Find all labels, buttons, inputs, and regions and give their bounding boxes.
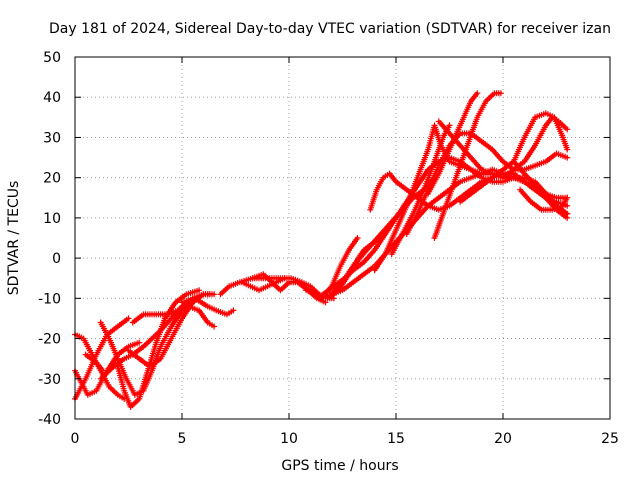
series-arc-04 bbox=[82, 351, 106, 374]
x-tick-label: 5 bbox=[178, 431, 187, 447]
x-axis-label: GPS time / hours bbox=[281, 458, 398, 474]
y-tick-label: 0 bbox=[52, 251, 61, 267]
series-markers bbox=[129, 303, 218, 330]
series-arc-10 bbox=[179, 295, 237, 318]
series-markers bbox=[320, 154, 571, 298]
series-arc-12 bbox=[238, 275, 288, 294]
data-series bbox=[72, 90, 571, 410]
series-markers bbox=[388, 122, 453, 258]
x-tick-label: 0 bbox=[71, 431, 80, 447]
y-axis: -40 -30 -20 -10 0 10 20 30 40 50 bbox=[38, 50, 610, 428]
x-tick-label: 20 bbox=[494, 431, 512, 447]
series-line bbox=[373, 124, 569, 272]
series-markers bbox=[425, 90, 481, 197]
series-arc-14 bbox=[303, 174, 438, 302]
y-tick-label: -20 bbox=[38, 332, 61, 348]
x-tick-label: 25 bbox=[601, 431, 619, 447]
series-arc-24 bbox=[431, 90, 504, 241]
y-tick-label: 40 bbox=[43, 90, 61, 106]
series-markers bbox=[517, 186, 571, 213]
series-arc-26 bbox=[457, 110, 571, 205]
x-tick-label: 10 bbox=[280, 431, 298, 447]
series-markers bbox=[179, 295, 237, 318]
grid bbox=[75, 57, 610, 419]
y-tick-label: 30 bbox=[43, 130, 61, 146]
series-markers bbox=[457, 110, 571, 205]
x-tick-label: 15 bbox=[387, 431, 405, 447]
y-tick-label: 20 bbox=[43, 171, 61, 187]
y-tick-label: -40 bbox=[38, 412, 61, 428]
series-arc-17 bbox=[320, 154, 571, 298]
series-markers bbox=[371, 122, 571, 274]
series-arc-27 bbox=[510, 158, 571, 221]
x-axis: 0 5 10 15 20 25 bbox=[71, 57, 619, 447]
y-tick-label: 50 bbox=[43, 50, 61, 66]
series-markers bbox=[82, 351, 106, 374]
chart-title: Day 181 of 2024, Sidereal Day-to-day VTE… bbox=[49, 21, 611, 37]
y-tick-label: 10 bbox=[43, 211, 61, 227]
y-tick-label: -30 bbox=[38, 372, 61, 388]
series-arc-25 bbox=[435, 114, 571, 181]
series-arc-21 bbox=[388, 122, 453, 258]
series-markers bbox=[303, 174, 438, 302]
y-tick-label: -10 bbox=[38, 291, 61, 307]
plot-frame bbox=[74, 56, 611, 420]
series-arc-20 bbox=[371, 122, 571, 274]
series-arc-23 bbox=[425, 90, 481, 197]
series-arc-28 bbox=[517, 186, 571, 213]
series-arc-09 bbox=[129, 303, 218, 330]
y-axis-label: SDTVAR / TECUs bbox=[6, 181, 22, 296]
